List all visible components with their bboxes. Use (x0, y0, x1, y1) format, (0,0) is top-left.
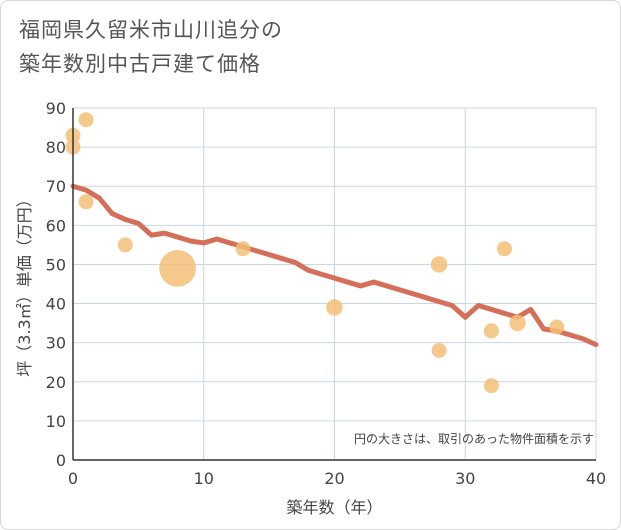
grid-lines (72, 107, 597, 461)
chart-title-line-2: 築年数別中古戸建て価格 (19, 52, 261, 76)
data-point (483, 323, 499, 339)
data-point (509, 314, 526, 332)
y-tick-label: 30 (46, 334, 66, 353)
x-tick-label: 40 (586, 469, 606, 488)
x-tick-label: 10 (194, 469, 214, 488)
data-point (431, 342, 447, 358)
y-tick-label: 60 (46, 216, 66, 235)
y-tick-label: 90 (46, 99, 66, 118)
y-tick-label: 10 (46, 412, 66, 431)
x-tick-label: 20 (324, 469, 344, 488)
trend-line (70, 183, 599, 348)
x-tick-label: 0 (68, 469, 78, 488)
axes (72, 108, 596, 461)
data-point (159, 249, 196, 287)
y-tick-label: 0 (56, 451, 66, 470)
data-point (483, 378, 499, 394)
x-tick-label: 30 (455, 469, 475, 488)
data-point (430, 256, 448, 273)
y-tick-label: 80 (46, 138, 66, 157)
chart-title: 福岡県久留米市山川追分の 築年数別中古戸建て価格 (19, 13, 283, 81)
data-point (78, 194, 94, 210)
y-tick-label: 70 (46, 177, 66, 196)
data-points (65, 112, 565, 394)
data-point (326, 299, 343, 316)
y-tick-label: 40 (46, 295, 66, 314)
data-point (78, 112, 94, 128)
data-point (117, 237, 133, 253)
size-annotation: 円の大きさは、取引のあった物件面積を示す (354, 431, 594, 446)
data-point (235, 241, 251, 257)
data-point (496, 241, 512, 257)
y-tick-label: 50 (46, 255, 66, 274)
chart-title-line-1: 福岡県久留米市山川追分の (19, 18, 283, 42)
tick-labels: 0 10 20 30 40 50 60 70 80 90 0 10 20 30 40 (46, 99, 607, 488)
trend-layer (70, 183, 599, 348)
y-axis-label: 坪（3.3㎡）単価（万円） (15, 191, 34, 376)
x-axis-label: 築年数（年） (286, 498, 382, 517)
y-tick-label: 20 (46, 373, 66, 392)
data-point (549, 319, 565, 335)
